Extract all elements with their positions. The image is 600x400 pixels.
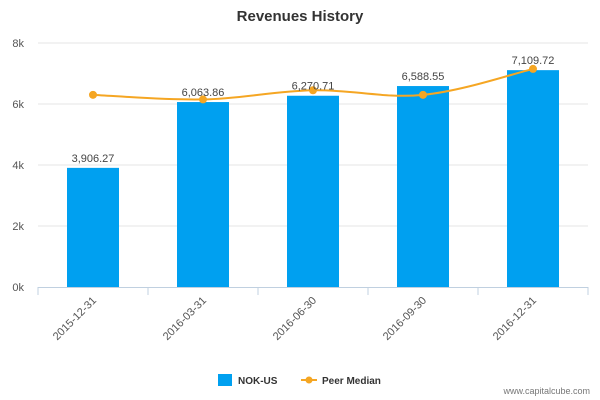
y-tick-label: 4k	[12, 160, 24, 172]
peer-median-point	[199, 95, 207, 104]
peer-median-point	[309, 86, 317, 95]
bar-nok-us	[507, 70, 559, 288]
x-tick-label: 2015-12-31	[51, 295, 99, 343]
peer-median-point	[419, 90, 427, 99]
legend-swatch-nok-us	[218, 374, 232, 386]
x-tick-label: 2016-03-31	[161, 295, 209, 343]
chart-title: Revenues History	[237, 8, 364, 25]
peer-median-point	[89, 90, 97, 99]
legend-label-nok-us: NOK-US	[238, 376, 278, 387]
legend-marker-peer-median	[305, 376, 313, 384]
bar-value-label: 7,109.72	[512, 55, 555, 67]
line-series	[89, 64, 537, 104]
x-tick-label: 2016-09-30	[381, 295, 429, 343]
legend: NOK-US Peer Median	[218, 374, 381, 387]
y-tick-label: 8k	[12, 38, 24, 50]
bar-value-label: 6,063.86	[182, 87, 225, 99]
y-tick-label: 0k	[12, 282, 24, 294]
bar-nok-us	[397, 86, 449, 287]
bar-nok-us	[287, 95, 339, 287]
y-tick-label: 2k	[12, 221, 24, 233]
data-labels: 3,906.27 6,063.86 6,270.71 6,588.55 7,109.72	[72, 55, 555, 165]
bar-series	[67, 70, 559, 288]
y-tick-label: 6k	[12, 99, 24, 111]
bar-value-label: 6,588.55	[402, 71, 445, 83]
bar-nok-us	[177, 102, 229, 287]
x-tick-label: 2016-06-30	[271, 295, 319, 343]
credit-text: www.capitalcube.com	[502, 386, 590, 396]
bar-value-label: 6,270.71	[292, 81, 335, 93]
bar-value-label: 3,906.27	[72, 153, 115, 165]
bar-nok-us	[67, 167, 119, 287]
x-tick-label: 2016-12-31	[491, 295, 539, 343]
legend-label-peer-median: Peer Median	[322, 376, 381, 387]
peer-median-point	[529, 64, 537, 73]
